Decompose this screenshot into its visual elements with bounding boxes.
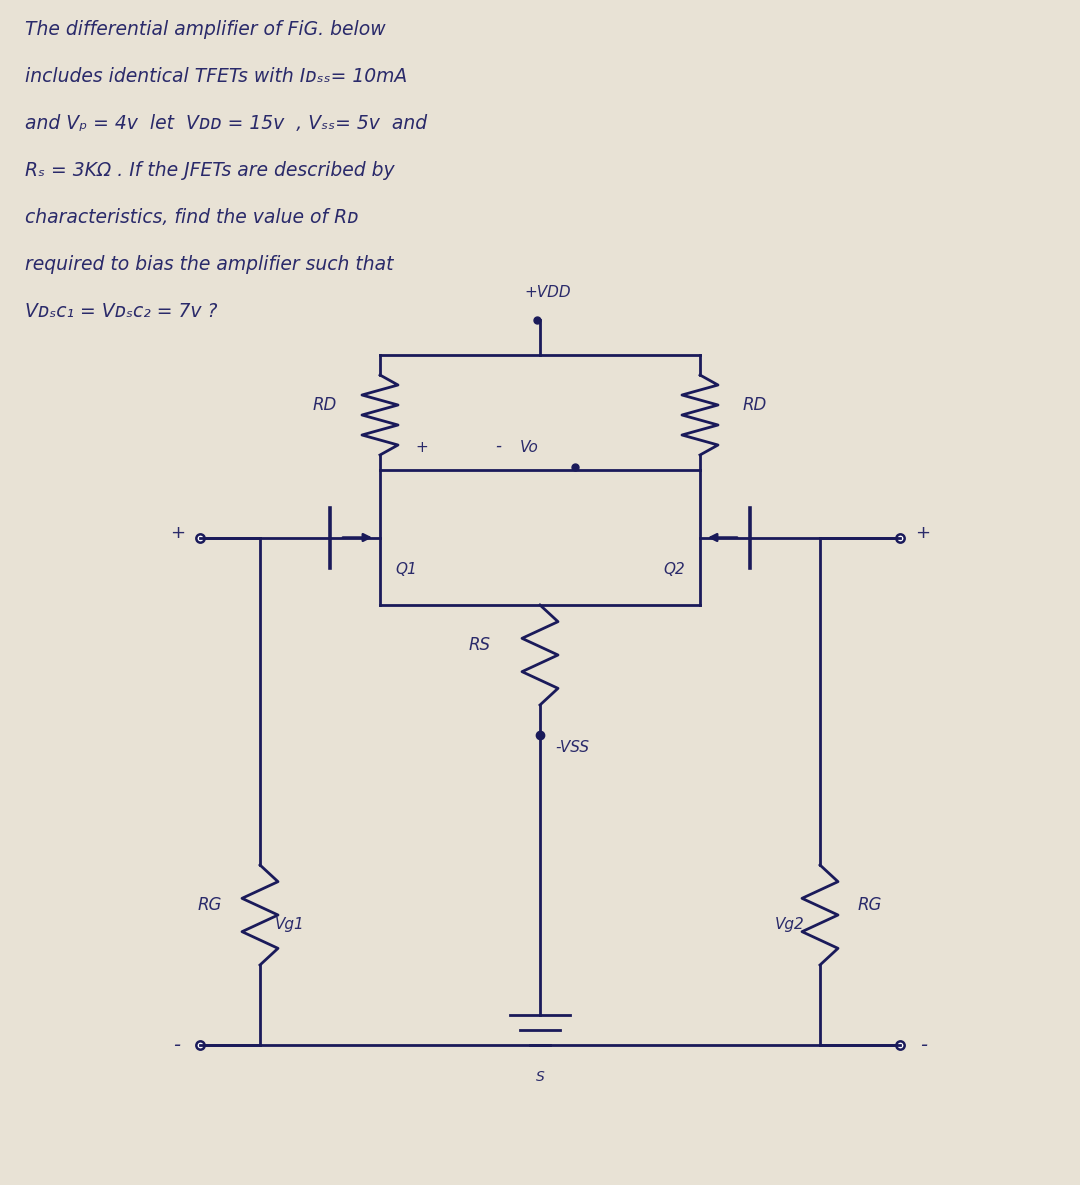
Text: RG: RG [198,896,222,914]
Text: +: + [170,524,185,542]
Text: Vo: Vo [519,440,539,455]
Text: RD: RD [743,396,767,414]
Text: includes identical TFETs with Iᴅₛₛ= 10mA: includes identical TFETs with Iᴅₛₛ= 10mA [25,68,407,87]
Text: and Vₚ = 4v  let  Vᴅᴅ = 15v  , Vₛₛ= 5v  and: and Vₚ = 4v let Vᴅᴅ = 15v , Vₛₛ= 5v and [25,114,427,133]
Text: Vg1: Vg1 [275,917,305,933]
Text: Vᴅₛᴄ₁ = Vᴅₛᴄ₂ = 7v ?: Vᴅₛᴄ₁ = Vᴅₛᴄ₂ = 7v ? [25,302,217,321]
Text: +: + [915,524,930,542]
Text: Q2: Q2 [663,563,685,577]
Text: Rₛ = 3KΩ . If the JFETs are described by: Rₛ = 3KΩ . If the JFETs are described by [25,161,394,180]
Text: characteristics, find the value of Rᴅ: characteristics, find the value of Rᴅ [25,209,359,228]
Text: RG: RG [858,896,882,914]
Text: -: - [495,437,501,455]
Text: -: - [173,1036,180,1055]
Text: S: S [536,1070,544,1084]
Text: Vg2: Vg2 [775,917,805,933]
Text: Q1: Q1 [395,563,417,577]
Text: RS: RS [469,636,491,654]
Text: +: + [415,440,428,455]
Text: -VSS: -VSS [555,739,589,755]
Text: required to bias the amplifier such that: required to bias the amplifier such that [25,255,393,274]
Text: -: - [920,1036,927,1055]
Text: RD: RD [313,396,337,414]
Text: The differential amplifier of FiG. below: The differential amplifier of FiG. below [25,20,386,39]
Text: +VDD: +VDD [525,286,571,300]
